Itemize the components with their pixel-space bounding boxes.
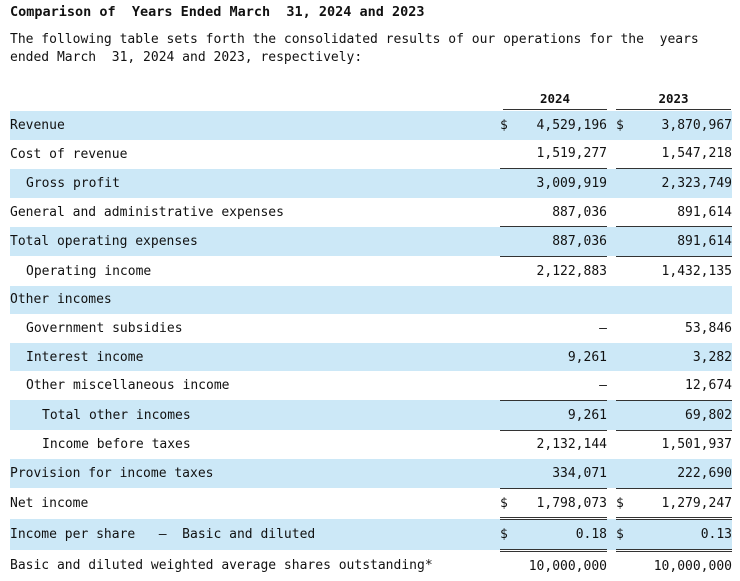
row-label: General and administrative expenses: [10, 204, 284, 220]
currency-symbol: $: [500, 518, 510, 552]
value-2023: 1,547,218: [626, 139, 732, 170]
value-2023: 1,432,135: [661, 263, 732, 279]
currency-symbol: $: [616, 111, 626, 140]
value-2024: 4,529,196: [510, 111, 607, 140]
table-row: Basic and diluted weighted average share…: [10, 550, 732, 580]
table-row: Operating income 2,122,883 1,432,135: [10, 256, 732, 285]
table-row: Government subsidies — 53,846: [10, 314, 732, 343]
table-row: Other miscellaneous income — 12,674: [10, 371, 732, 401]
table-row: Income per share – Basic and diluted $ 0…: [10, 518, 732, 552]
column-header-rule: [503, 109, 607, 110]
table-row: Total operating expenses 887,036 891,614: [10, 226, 732, 257]
value-2024: 2,122,883: [536, 263, 607, 279]
currency-symbol: $: [616, 488, 626, 521]
row-label: Gross profit: [10, 168, 500, 198]
section-title: Comparison of Years Ended March 31, 2024…: [10, 4, 425, 20]
value-2023: 1,501,937: [661, 437, 732, 453]
value-2023: 3,282: [626, 342, 732, 372]
row-label: Interest income: [10, 342, 500, 372]
row-label: Net income: [10, 496, 89, 512]
currency-symbol: $: [500, 488, 510, 521]
value-2023: 53,846: [685, 320, 732, 336]
table-row: Revenue $ 4,529,196 $ 3,870,967: [10, 111, 732, 140]
currency-symbol: $: [500, 111, 510, 140]
value-2023: 0.13: [626, 518, 732, 552]
value-2024: —: [510, 371, 607, 401]
row-label: Government subsidies: [26, 320, 183, 336]
value-2024: 3,009,919: [510, 168, 607, 198]
value-2024: 1,798,073: [510, 488, 607, 521]
table-row: General and administrative expenses 887,…: [10, 197, 732, 228]
value-2024: 887,036: [510, 226, 607, 257]
value-2023: 12,674: [626, 371, 732, 401]
value-2023: 2,323,749: [626, 168, 732, 198]
row-label: Revenue: [10, 111, 500, 140]
column-header-2023: 2023: [658, 91, 689, 106]
value-2024: 887,036: [510, 197, 607, 228]
row-label: Other miscellaneous income: [26, 378, 230, 394]
value-2023: 222,690: [626, 459, 732, 489]
table-row: Interest income 9,261 3,282: [10, 342, 732, 372]
row-label: Income per share – Basic and diluted: [10, 518, 500, 551]
row-label: Total other incomes: [10, 400, 500, 431]
table-row: Cost of revenue 1,519,277 1,547,218: [10, 139, 732, 170]
table-row: Total other incomes 9,261 69,802: [10, 400, 732, 431]
table-row: Income before taxes 2,132,144 1,501,937: [10, 430, 732, 459]
value-2024: 2,132,144: [536, 437, 607, 453]
row-label: Total operating expenses: [10, 226, 500, 257]
row-label: Provision for income taxes: [10, 459, 500, 489]
row-label: Income before taxes: [42, 437, 191, 453]
column-header-rule: [616, 109, 731, 110]
value-2024: 9,261: [510, 342, 607, 372]
currency-symbol: $: [616, 518, 626, 552]
column-header-2024: 2024: [539, 91, 571, 106]
value-2023: 10,000,000: [653, 558, 732, 574]
table-row: Other incomes: [10, 285, 732, 315]
value-2024: 334,071: [510, 459, 607, 489]
row-label: Cost of revenue: [10, 146, 128, 162]
row-label: Other incomes: [10, 285, 500, 315]
intro-paragraph: The following table sets forth the conso…: [10, 32, 707, 65]
table-row: Gross profit 3,009,919 2,323,749: [10, 168, 732, 198]
value-2024: [510, 285, 607, 315]
results-table: Revenue $ 4,529,196 $ 3,870,967 Cost of …: [10, 111, 732, 581]
row-label: Operating income: [26, 263, 152, 279]
value-2024: 10,000,000: [528, 558, 607, 574]
value-2024: 1,519,277: [510, 139, 607, 170]
value-2023: 891,614: [626, 226, 732, 257]
value-2023: [626, 285, 732, 315]
table-row: Net income $ 1,798,073 $ 1,279,247: [10, 488, 732, 521]
value-2023: 1,279,247: [626, 488, 732, 521]
row-label: Basic and diluted weighted average share…: [10, 557, 433, 573]
value-2024: —: [599, 320, 607, 336]
table-row: Provision for income taxes 334,071 222,6…: [10, 459, 732, 489]
value-2023: 69,802: [626, 400, 732, 431]
value-2024: 0.18: [510, 518, 607, 552]
value-2024: 9,261: [510, 400, 607, 431]
value-2023: 3,870,967: [626, 111, 732, 140]
value-2023: 891,614: [626, 197, 732, 228]
